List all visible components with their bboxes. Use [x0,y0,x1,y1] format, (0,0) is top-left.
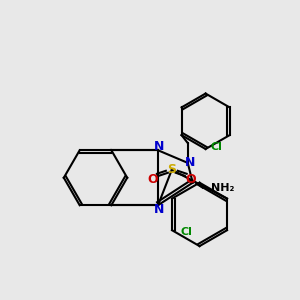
Text: S: S [167,163,176,176]
Text: N: N [184,156,195,170]
Text: O: O [148,173,158,186]
Text: O: O [185,173,196,186]
Text: Cl: Cl [211,142,222,152]
Text: Cl: Cl [180,227,192,237]
Text: N: N [154,140,164,153]
Text: N: N [154,203,164,216]
Text: NH₂: NH₂ [211,183,234,193]
